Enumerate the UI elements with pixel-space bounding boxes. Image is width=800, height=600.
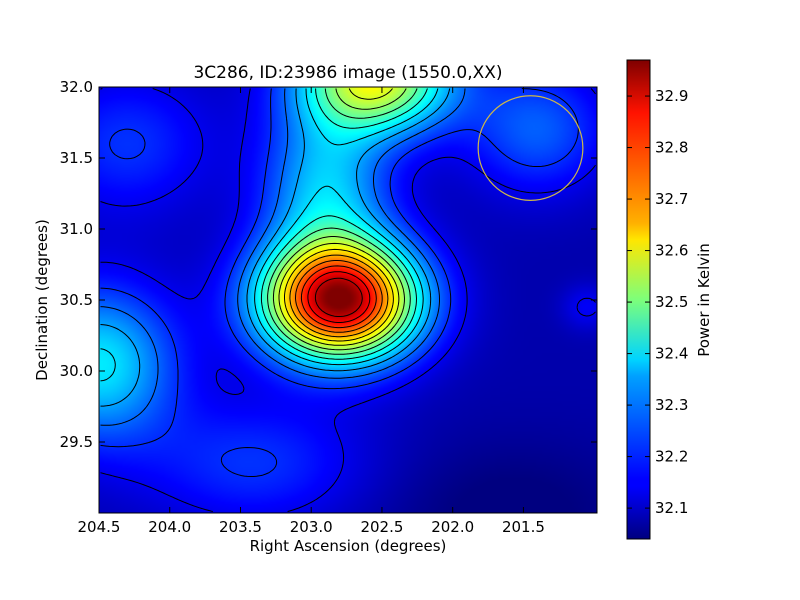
contour-lines (100, 88, 596, 512)
x-tick-label: 202.5 (360, 518, 403, 536)
x-tick-label: 202.0 (431, 518, 474, 536)
contour-line (100, 88, 596, 512)
plot-area (99, 87, 597, 513)
contour-line (100, 88, 451, 407)
x-tick-label: 203.0 (290, 518, 333, 536)
contour-line (289, 254, 389, 338)
contour-line (272, 88, 407, 351)
colorbar-tick-label: 32.7 (655, 190, 688, 208)
colorbar-tick-label: 32.6 (655, 242, 688, 260)
contour-line (307, 271, 371, 323)
contour-line (100, 88, 579, 477)
contour-line (260, 88, 428, 360)
x-tick-label: 204.5 (78, 518, 121, 536)
colorbar-tick-label: 32.8 (655, 139, 688, 157)
y-tick-label: 29.5 (60, 433, 93, 451)
contour-line (267, 88, 418, 355)
beam-circle-outline (477, 95, 584, 202)
heatmap-image (99, 87, 597, 513)
contour-line (100, 88, 439, 382)
colorbar (626, 59, 651, 540)
colorbar-tick-label: 32.3 (655, 396, 688, 414)
colorbar-tick-label: 32.9 (655, 87, 688, 105)
contour-line (278, 88, 400, 346)
y-axis-label: Declination (degrees) (33, 219, 51, 381)
x-tick-label: 203.5 (219, 518, 262, 536)
y-tick-label: 31.5 (60, 149, 93, 167)
chart-title: 3C286, ID:23986 image (1550.0,XX) (193, 63, 502, 83)
y-tick-label: 30.0 (60, 362, 93, 380)
y-tick-label: 32.0 (60, 78, 93, 96)
x-tick-label: 204.0 (148, 518, 191, 536)
beam-circle (477, 95, 584, 202)
y-tick-label: 31.0 (60, 220, 93, 238)
x-axis-label: Right Ascension (degrees) (250, 537, 447, 555)
contour-line (100, 88, 466, 426)
contour-line (314, 277, 363, 317)
colorbar-ticks: 32.1 32.2 32.3 32.4 32.5 32.6 32.7 32.8 32.9 (627, 87, 688, 517)
colorbar-tick-label: 32.2 (655, 448, 688, 466)
x-tick-label: 201.5 (502, 518, 545, 536)
colorbar-label: Power in Kelvin (695, 243, 713, 357)
contour-line (284, 248, 394, 342)
contour-line (295, 260, 383, 333)
y-tick-label: 30.5 (60, 291, 93, 309)
contour-line (300, 265, 377, 329)
colorbar-tick-label: 32.1 (655, 499, 688, 517)
x-axis-ticks: 204.5 204.0 203.5 203.0 202.5 202.0 201.5 (78, 87, 545, 536)
y-axis-ticks: 29.5 30.0 30.5 31.0 31.5 32.0 (60, 78, 597, 451)
colorbar-tick-label: 32.5 (655, 293, 688, 311)
colorbar-tick-label: 32.4 (655, 345, 688, 363)
